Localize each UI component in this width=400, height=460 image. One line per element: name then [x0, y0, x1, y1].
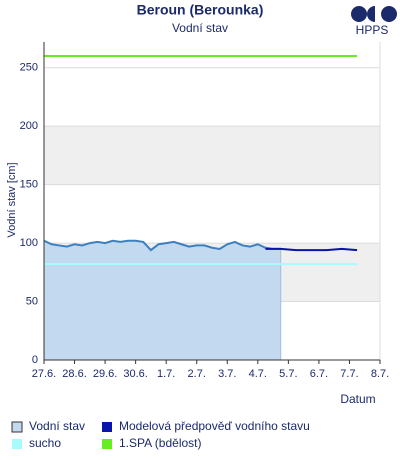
legend-label: 1.SPA (bdělost): [119, 436, 202, 450]
area: [43, 239, 282, 361]
y-tick-label: 100: [20, 237, 38, 249]
x-tick-label: 28.6.: [62, 368, 86, 380]
logo: HPPS: [351, 6, 397, 37]
legend-label: Vodní stav: [29, 419, 85, 433]
x-axis-label: Datum: [340, 392, 375, 406]
x-tick-label: 30.6.: [123, 368, 147, 380]
x-tick-label: 27.6.: [32, 368, 56, 380]
legend-swatch: [12, 439, 22, 449]
series-line: [265, 247, 358, 252]
x-tick-label: 6.7.: [310, 368, 328, 380]
y-tick-label: 200: [20, 120, 38, 132]
y-tick-label: 250: [20, 62, 38, 74]
y-tick-label: 50: [26, 295, 38, 307]
legend-swatch: [102, 439, 112, 449]
legend-swatch: [11, 421, 23, 433]
legend-label: Modelová předpověď vodního stavu: [119, 419, 310, 433]
x-tick-label: 1.7.: [157, 368, 175, 380]
grid-band: [44, 126, 380, 185]
y-tick-label: 0: [32, 354, 38, 366]
x-tick-label: 2.7.: [188, 368, 206, 380]
x-tick-label: 5.7.: [279, 368, 297, 380]
x-tick-label: 29.6.: [93, 368, 117, 380]
x-tick-label: 4.7.: [249, 368, 267, 380]
logo-text: HPPS: [356, 23, 389, 37]
x-tick-label: 7.7.: [340, 368, 358, 380]
legend-swatch: [102, 422, 112, 432]
x-tick-label: 8.7.: [371, 368, 389, 380]
chart-subtitle: Vodní stav: [172, 21, 228, 35]
x-tick-label: 3.7.: [218, 368, 236, 380]
chart-title: Beroun (Berounka): [137, 2, 264, 18]
legend-label: sucho: [29, 436, 61, 450]
series-line: [43, 239, 281, 252]
y-tick-label: 150: [20, 179, 38, 191]
y-axis-label: Vodní stav [cm]: [6, 162, 18, 237]
